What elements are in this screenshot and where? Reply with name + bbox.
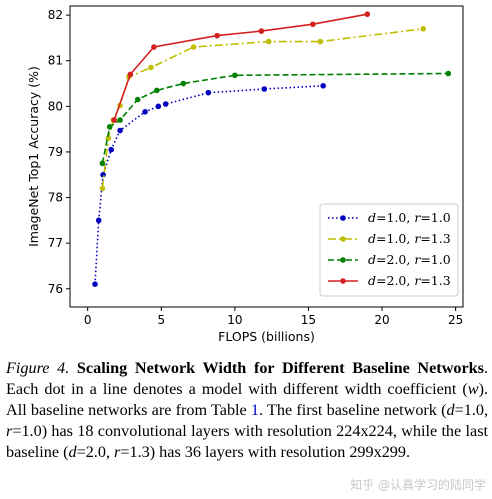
- series-3-point-6: [364, 11, 371, 18]
- series-2-point-2: [117, 117, 123, 123]
- legend-entry-2-part-3: =1.0: [420, 252, 450, 267]
- series-1-point-0: [99, 185, 106, 192]
- series-0-point-5: [142, 109, 148, 115]
- line-chart: 0 5 10 15 20 25 76 77 78 79 80 81 82 FLOPS (billions)…: [26, 5, 464, 344]
- series-3-point-4: [258, 28, 265, 34]
- y-tick-label-2: 78: [48, 191, 63, 205]
- series-0-point-8: [205, 89, 212, 96]
- caption-text-3: . The first baseline network (: [259, 401, 447, 419]
- legend-entry-3-part-2: r: [414, 273, 421, 288]
- caption-text-4: ) has 18 convolutional layers with resol…: [6, 422, 488, 461]
- figure-caption: Figure 4. Scaling Network Width for Diff…: [6, 358, 488, 463]
- legend-entry-0-part-0: d: [368, 210, 376, 225]
- caption-val-r1: =1.0: [12, 422, 42, 440]
- x-tick-label-0: 0: [84, 313, 92, 327]
- legend-marker-2: [340, 257, 346, 263]
- series-2-point-5: [180, 80, 187, 87]
- legend-entry-1-part-2: r: [414, 231, 421, 246]
- y-tick-label-1: 77: [48, 236, 63, 250]
- caption-text-2: ). All baseline networks are from Table: [6, 380, 488, 419]
- series-2-line: [101, 72, 449, 164]
- legend-entry-3-part-0: d: [368, 273, 376, 288]
- x-axis-title: FLOPS (billions): [218, 329, 315, 344]
- series-0-point-6: [155, 103, 162, 110]
- x-tick-label-3: 15: [301, 313, 316, 327]
- caption-val-d2: =2.0,: [76, 443, 115, 461]
- legend-marker-3: [340, 278, 346, 284]
- watermark: 知乎 @认真学习的陆同学: [350, 478, 486, 492]
- series-2-point-1: [106, 124, 113, 130]
- series-1-point-8: [317, 38, 324, 45]
- series-3-point-0: [111, 117, 117, 123]
- legend-entry-3: d=2.0, r=1.3: [368, 273, 451, 288]
- series-0-point-7: [162, 101, 169, 107]
- series-1-line: [101, 28, 424, 189]
- legend-entry-3-part-1: =2.0,: [376, 273, 414, 288]
- legend-entry-1-part-1: =1.0,: [376, 231, 414, 246]
- series-0-point-1: [95, 217, 102, 224]
- figure-4-chart: 0 5 10 15 20 25 76 77 78 79 80 81 82 FLOPS (billions)…: [26, 5, 464, 344]
- series-2-point-4: [154, 87, 160, 94]
- y-axis-title: ImageNet Top1 Accuracy (%): [26, 66, 41, 247]
- caption-var-d1: d: [446, 401, 455, 419]
- series-3-point-5: [310, 21, 316, 28]
- series-0-point-9: [261, 86, 268, 92]
- series-3-point-3: [214, 32, 220, 39]
- legend-entry-2-part-2: r: [414, 252, 421, 267]
- series-2-point-6: [232, 72, 238, 79]
- caption-text-1: . Each dot in a line denotes a model wit…: [6, 359, 489, 398]
- series-0-point-0: [92, 281, 98, 287]
- y-tick-label-3: 79: [48, 145, 63, 159]
- y-tick-label-5: 81: [48, 54, 63, 68]
- table-reference-link[interactable]: 1: [250, 401, 260, 419]
- legend-entry-1-part-0: d: [368, 231, 376, 246]
- legend-entry-3-part-3: =1.3: [420, 273, 450, 288]
- x-tick-label-2: 10: [227, 313, 242, 327]
- caption-val-r2: =1.3: [120, 443, 150, 461]
- series-3-point-1: [127, 71, 134, 78]
- legend-entry-2-part-0: d: [368, 252, 376, 267]
- y-tick-label-6: 82: [48, 8, 63, 22]
- caption-text-5: ) has 36 layers with resolution 299x299.: [149, 443, 411, 461]
- series-0-point-10: [320, 83, 326, 89]
- legend-marker-0: [340, 215, 346, 221]
- caption-var-r1: r: [6, 422, 13, 440]
- series-0-point-4: [117, 127, 123, 134]
- legend-entry-2: d=2.0, r=1.0: [368, 252, 451, 267]
- y-tick-label-0: 76: [48, 282, 63, 296]
- series-2-point-3: [134, 96, 141, 103]
- series-1-point-5: [148, 64, 154, 71]
- series-1-point-6: [190, 44, 197, 50]
- legend-entry-0-part-2: r: [414, 210, 421, 225]
- y-tick-label-4: 80: [48, 99, 63, 113]
- legend-marker-1: [340, 236, 346, 242]
- x-tick-label-4: 20: [374, 313, 389, 327]
- legend-entry-1-part-3: =1.3: [420, 231, 450, 246]
- caption-var-d2: d: [68, 443, 77, 461]
- legend-entry-0-part-3: =1.0: [420, 210, 450, 225]
- series-2-point-0: [99, 160, 106, 167]
- legend-box: [319, 203, 459, 297]
- legend-entry-0-part-1: =1.0,: [376, 210, 414, 225]
- plot-frame: [69, 5, 464, 308]
- legend-entry-2-part-1: =2.0,: [376, 252, 414, 267]
- x-tick-label-5: 25: [448, 313, 463, 327]
- series-1-point-9: [420, 26, 427, 32]
- caption-val-d1: =1.0,: [454, 401, 488, 419]
- legend-entry-0: d=1.0, r=1.0: [368, 210, 451, 225]
- series-0-line: [94, 85, 324, 285]
- legend-entry-1: d=1.0, r=1.3: [368, 231, 451, 246]
- caption-title: Scaling Network Width for Different Base…: [76, 359, 484, 377]
- caption-label: Figure 4.: [6, 359, 70, 377]
- x-tick-label-1: 5: [157, 313, 165, 327]
- series-1-point-7: [265, 38, 272, 45]
- series-1-point-1: [105, 135, 112, 142]
- series-2-point-7: [445, 70, 452, 77]
- caption-var-w: w: [467, 380, 479, 398]
- series-3-point-2: [151, 44, 157, 50]
- series-0-point-3: [108, 146, 115, 153]
- caption-var-r2: r: [114, 443, 121, 461]
